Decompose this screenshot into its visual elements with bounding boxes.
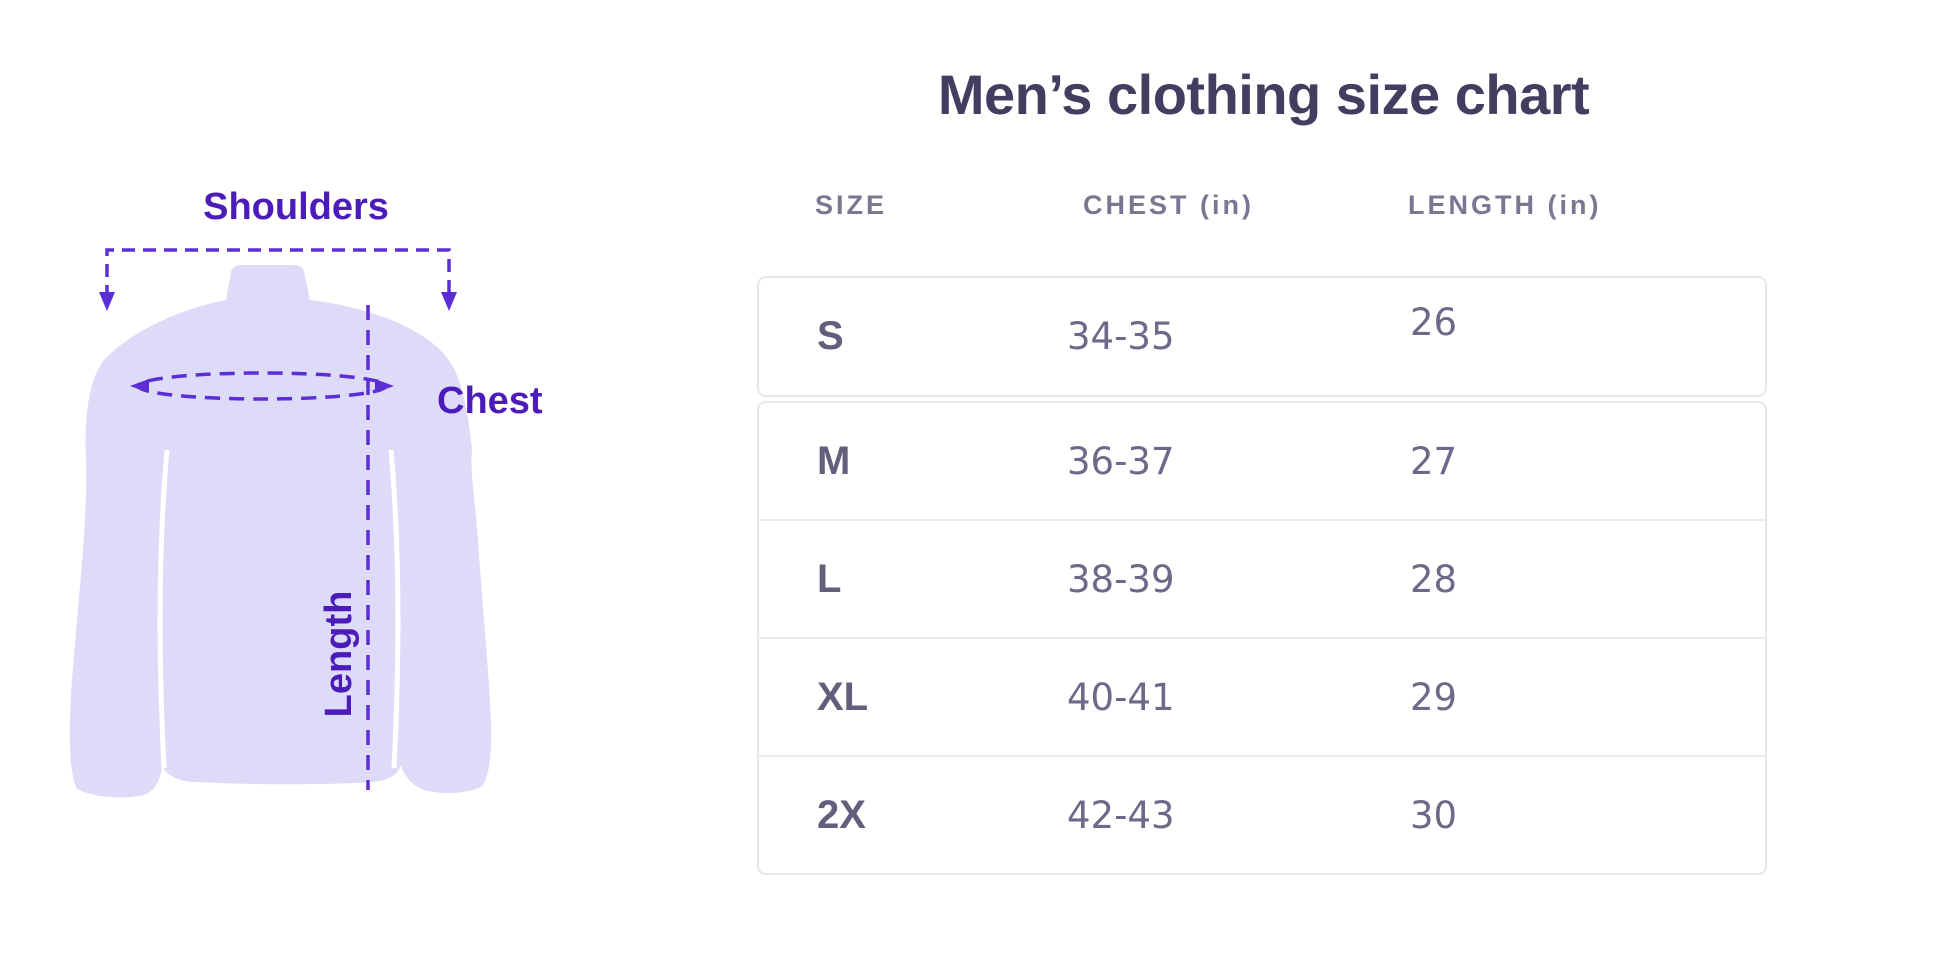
chest-cell: 40-41	[1067, 675, 1175, 719]
length-cell: 28	[1410, 557, 1458, 601]
table-header-row: SIZE CHEST (in) LENGTH (in)	[757, 190, 1770, 221]
right-sleeve-seam	[388, 449, 401, 769]
chest-label: Chest	[437, 380, 543, 422]
length-cell: 27	[1410, 439, 1458, 483]
table-row: S 34-35 26	[759, 278, 1765, 395]
column-header-size: SIZE	[815, 190, 888, 220]
shirt-body-icon	[69, 265, 492, 798]
table-row: 2X 42-43 30	[759, 755, 1765, 873]
table-box-bottom: M 36-37 27 L 38-39 28 XL 40-41 29 2X 42-…	[757, 401, 1767, 875]
size-cell: L	[817, 556, 842, 601]
table-row: L 38-39 28	[759, 519, 1765, 637]
left-sleeve-seam	[157, 449, 170, 769]
size-cell: M	[817, 438, 851, 483]
shirt-measurement-diagram: Shoulders Chest Length	[30, 180, 560, 850]
shoulders-arrow-left-icon	[99, 292, 115, 311]
column-header-length: LENGTH (in)	[1408, 190, 1602, 220]
chest-arrow-left-icon	[130, 379, 149, 393]
table-row: XL 40-41 29	[759, 637, 1765, 755]
length-label: Length	[318, 590, 361, 718]
shoulders-bracket-icon	[105, 248, 451, 298]
chest-cell: 38-39	[1067, 557, 1175, 601]
chest-cell: 42-43	[1067, 793, 1175, 837]
length-cell: 26	[1410, 301, 1458, 344]
chest-cell: 34-35	[1067, 315, 1175, 358]
table-box-top: S 34-35 26	[757, 276, 1767, 397]
size-cell: S	[817, 314, 844, 358]
shirt-illustration	[69, 248, 492, 798]
chest-cell: 36-37	[1067, 439, 1175, 483]
table-row: M 36-37 27	[759, 403, 1765, 519]
page-title: Men’s clothing size chart	[937, 63, 1590, 126]
chest-arrow-right-icon	[375, 379, 394, 393]
size-cell: 2X	[817, 792, 866, 837]
shoulders-label: Shoulders	[203, 186, 389, 228]
size-cell: XL	[817, 674, 869, 719]
length-cell: 30	[1410, 793, 1458, 837]
shoulders-arrow-right-icon	[441, 292, 457, 311]
column-header-chest: CHEST (in)	[1083, 190, 1254, 220]
length-cell: 29	[1410, 675, 1458, 719]
